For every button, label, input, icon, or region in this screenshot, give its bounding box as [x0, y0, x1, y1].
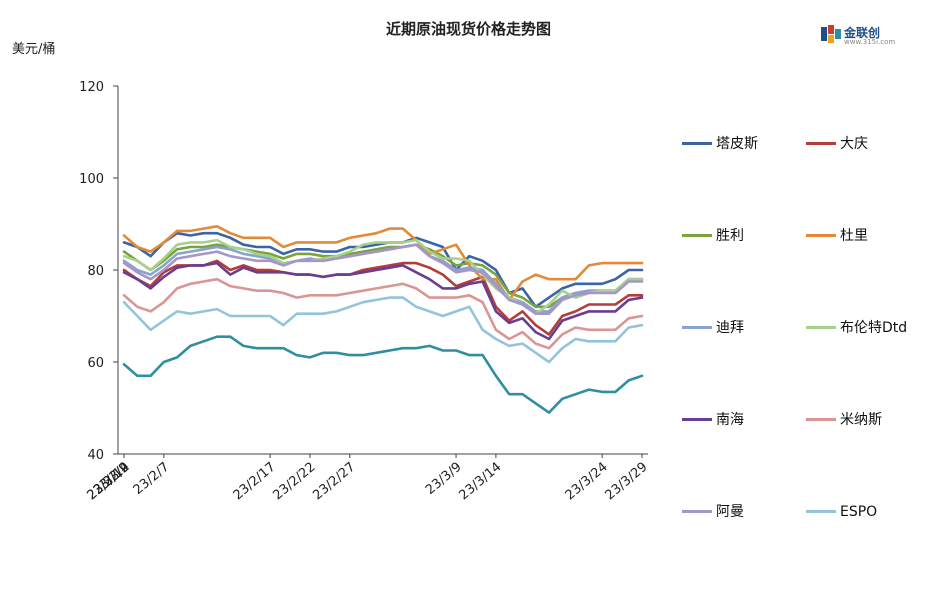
x-tick-label: 23/3/14 [456, 460, 504, 504]
legend-swatch [682, 234, 712, 237]
legend-label: 杜里 [840, 228, 868, 244]
chart-axes [113, 85, 648, 458]
legend-label: 南海 [716, 412, 744, 428]
x-tick-label: 23/3/24 [563, 460, 611, 504]
jlc-logo-icon [821, 25, 841, 43]
x-tick-labels: 23/2/223/2/723/2/12 23/2/1723/2/2223/2/27… [85, 460, 651, 504]
series-line-10 [122, 335, 644, 414]
legend-label: ESPO [840, 504, 878, 520]
y-tick-label: 80 [87, 264, 104, 279]
legend-swatch [806, 418, 836, 421]
legend-swatch [682, 142, 712, 145]
y-tick-labels: 40 60 80 100 120 [79, 80, 104, 463]
x-tick-label: 23/2/17 [231, 460, 279, 504]
logo-subtext: www.315i.com [844, 38, 896, 46]
y-tick-label: 100 [79, 172, 104, 187]
series-line-7 [122, 277, 644, 350]
legend-label: 阿曼 [716, 504, 744, 520]
series-line-9 [122, 296, 644, 364]
legend-label: 大庆 [840, 136, 868, 152]
legend-label: 米纳斯 [840, 412, 882, 428]
legend-label: 布伦特Dtd [840, 320, 908, 336]
legend-swatch [682, 510, 712, 513]
logo-text: 金联创 [844, 26, 881, 40]
legend-swatch [682, 418, 712, 421]
y-tick-label: 120 [79, 80, 104, 95]
x-tick-label: 23/3/19 [85, 460, 133, 504]
legend-swatch [682, 326, 712, 329]
y-tick-label: 40 [87, 448, 104, 463]
x-tick-label: 23/2/7 [131, 460, 173, 498]
legend-swatch [806, 142, 836, 145]
series-layer [122, 225, 644, 414]
series-line-8 [122, 243, 644, 316]
x-tick-label: 23/3/29 [603, 460, 651, 504]
legend-label: 胜利 [716, 228, 744, 244]
legend-swatch [806, 510, 836, 513]
x-tick-label: 23/2/27 [310, 460, 358, 504]
legend-swatch [806, 234, 836, 237]
x-tick-label: 23/2/22 [270, 460, 318, 504]
y-axis-unit: 美元/桶 [12, 42, 56, 57]
chart-title: 近期原油现货价格走势图 [385, 20, 551, 38]
y-tick-label: 60 [87, 356, 104, 371]
brand-logo: 金联创 www.315i.com [820, 22, 900, 46]
series-line-3 [122, 225, 644, 302]
legend-swatch [806, 326, 836, 329]
series-line-2 [122, 243, 644, 309]
legend-label: 迪拜 [716, 320, 744, 336]
series-line-6 [122, 261, 644, 341]
legend-label: 塔皮斯 [716, 136, 758, 152]
series-line-5 [122, 238, 644, 316]
